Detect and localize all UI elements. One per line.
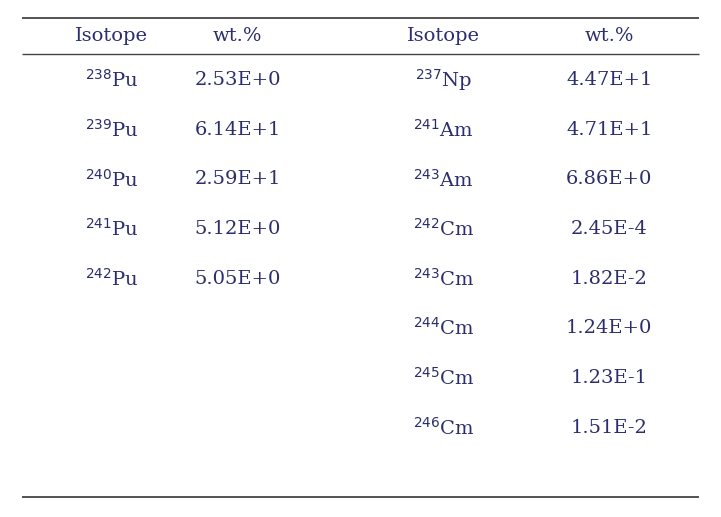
Text: $^{245}$Cm: $^{245}$Cm [412, 367, 474, 389]
Text: $^{237}$Np: $^{237}$Np [415, 67, 472, 93]
Text: $^{242}$Pu: $^{242}$Pu [85, 268, 138, 290]
Text: $^{239}$Pu: $^{239}$Pu [85, 119, 138, 141]
Text: $^{242}$Cm: $^{242}$Cm [412, 218, 474, 240]
Text: $^{241}$Pu: $^{241}$Pu [85, 218, 138, 240]
Text: $^{238}$Pu: $^{238}$Pu [85, 69, 138, 91]
Text: 4.71E+1: 4.71E+1 [566, 121, 653, 139]
Text: $^{243}$Am: $^{243}$Am [413, 169, 474, 190]
Text: $^{243}$Cm: $^{243}$Cm [412, 268, 474, 290]
Text: Isotope: Isotope [407, 27, 480, 45]
Text: $^{241}$Am: $^{241}$Am [413, 119, 474, 141]
Text: $^{244}$Cm: $^{244}$Cm [412, 317, 474, 339]
Text: 6.14E+1: 6.14E+1 [195, 121, 281, 139]
Text: wt.%: wt.% [585, 27, 634, 45]
Text: 2.59E+1: 2.59E+1 [195, 171, 281, 188]
Text: 5.05E+0: 5.05E+0 [195, 270, 281, 287]
Text: 2.45E-4: 2.45E-4 [571, 220, 647, 238]
Text: 1.51E-2: 1.51E-2 [571, 419, 647, 436]
Text: 5.12E+0: 5.12E+0 [195, 220, 281, 238]
Text: $^{240}$Pu: $^{240}$Pu [85, 169, 138, 190]
Text: 6.86E+0: 6.86E+0 [566, 171, 653, 188]
Text: wt.%: wt.% [213, 27, 262, 45]
Text: 1.23E-1: 1.23E-1 [571, 369, 647, 387]
Text: 1.82E-2: 1.82E-2 [571, 270, 647, 287]
Text: 2.53E+0: 2.53E+0 [195, 71, 281, 89]
Text: 4.47E+1: 4.47E+1 [566, 71, 653, 89]
Text: Isotope: Isotope [75, 27, 149, 45]
Text: 1.24E+0: 1.24E+0 [566, 320, 653, 337]
Text: $^{246}$Cm: $^{246}$Cm [412, 417, 474, 438]
